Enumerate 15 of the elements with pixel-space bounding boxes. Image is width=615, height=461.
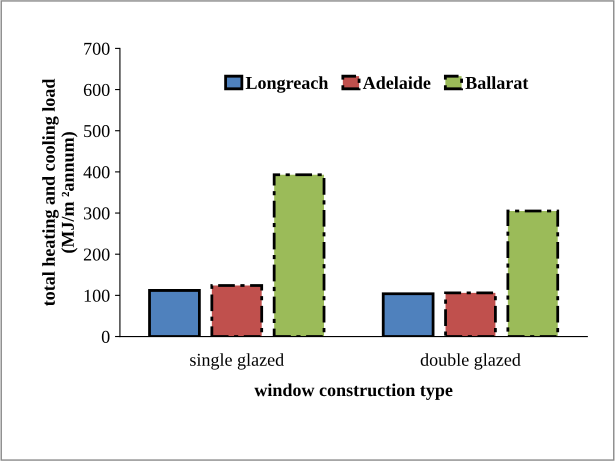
- x-tick-label: double glazed: [420, 353, 521, 370]
- y-axis-title: total heating and cooling load (MJ/m ²annum): [42, 78, 78, 306]
- legend-label: Longreach: [246, 76, 328, 93]
- legend-label: Ballarat: [466, 76, 528, 89]
- legend-label: Adelaide: [362, 76, 430, 89]
- x-tick-label: single glazed: [190, 353, 284, 370]
- y-tick-label: 600: [84, 84, 110, 96]
- y-tick-label: 200: [84, 248, 110, 261]
- y-tick-label: 700: [84, 42, 110, 55]
- y-tick-label: 0: [102, 330, 110, 343]
- y-tick-label: 400: [83, 166, 110, 178]
- x-axis-title: window construction type: [254, 384, 452, 400]
- y-tick-label: 100: [84, 290, 110, 302]
- y-tick-label: 300: [84, 207, 110, 220]
- y-tick-label: 500: [84, 124, 110, 138]
